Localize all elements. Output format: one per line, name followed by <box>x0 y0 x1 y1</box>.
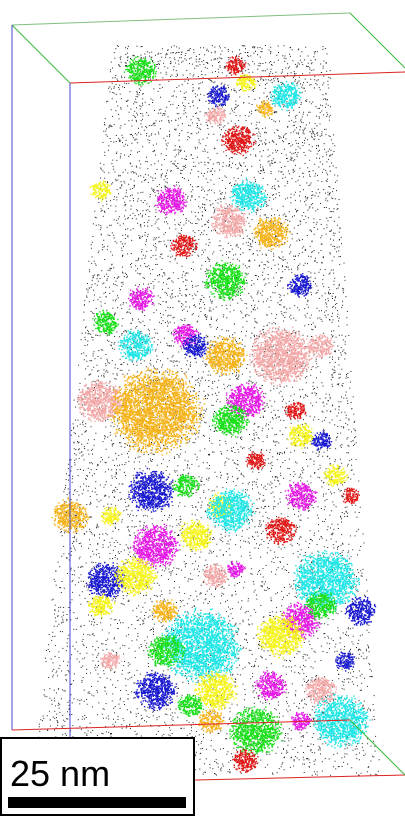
solute-cluster <box>118 330 154 362</box>
solute-cluster <box>287 273 312 297</box>
solute-cluster <box>285 482 318 511</box>
solute-cluster <box>128 286 155 311</box>
solute-cluster <box>207 85 230 107</box>
solute-cluster <box>311 430 332 450</box>
solute-cluster <box>323 464 348 487</box>
solute-cluster <box>341 488 360 505</box>
solute-cluster <box>101 507 122 527</box>
box-edge <box>350 13 405 68</box>
solute-cluster <box>181 520 213 552</box>
solute-cluster <box>203 564 228 588</box>
solute-cluster <box>183 333 209 359</box>
scale-bar-line <box>8 797 186 808</box>
solute-cluster <box>305 677 337 706</box>
atom-probe-view: 25 nm <box>0 0 405 816</box>
solute-cluster <box>203 336 248 376</box>
solute-cluster <box>308 334 335 358</box>
scale-bar: 25 nm <box>1 738 194 815</box>
scale-bar-label: 25 nm <box>10 753 110 794</box>
solute-cluster <box>155 186 188 216</box>
solute-cluster <box>256 100 273 118</box>
solute-cluster <box>108 367 206 455</box>
solute-cluster <box>227 561 245 578</box>
solute-cluster <box>254 670 287 700</box>
solute-cluster <box>130 524 181 570</box>
solute-cluster <box>100 652 122 670</box>
point-cloud <box>34 45 379 776</box>
box-edge <box>350 720 405 775</box>
solute-cluster <box>152 599 179 622</box>
box-edge <box>12 25 70 83</box>
solute-cluster <box>232 749 258 773</box>
solute-cluster <box>257 614 305 659</box>
page: 25 nm (() => { const data = JSON.parse(d… <box>0 0 405 816</box>
solute-cluster <box>211 203 247 239</box>
solute-cluster <box>284 402 306 420</box>
solute-cluster <box>253 217 290 250</box>
solute-cluster <box>170 234 198 257</box>
solute-cluster <box>114 557 157 597</box>
solute-cluster <box>230 177 268 213</box>
solute-cluster <box>335 651 355 672</box>
box-edge <box>70 72 405 83</box>
box-edge <box>12 13 350 25</box>
solute-cluster <box>134 670 178 711</box>
solute-cluster <box>90 180 112 201</box>
solute-cluster <box>221 125 256 156</box>
